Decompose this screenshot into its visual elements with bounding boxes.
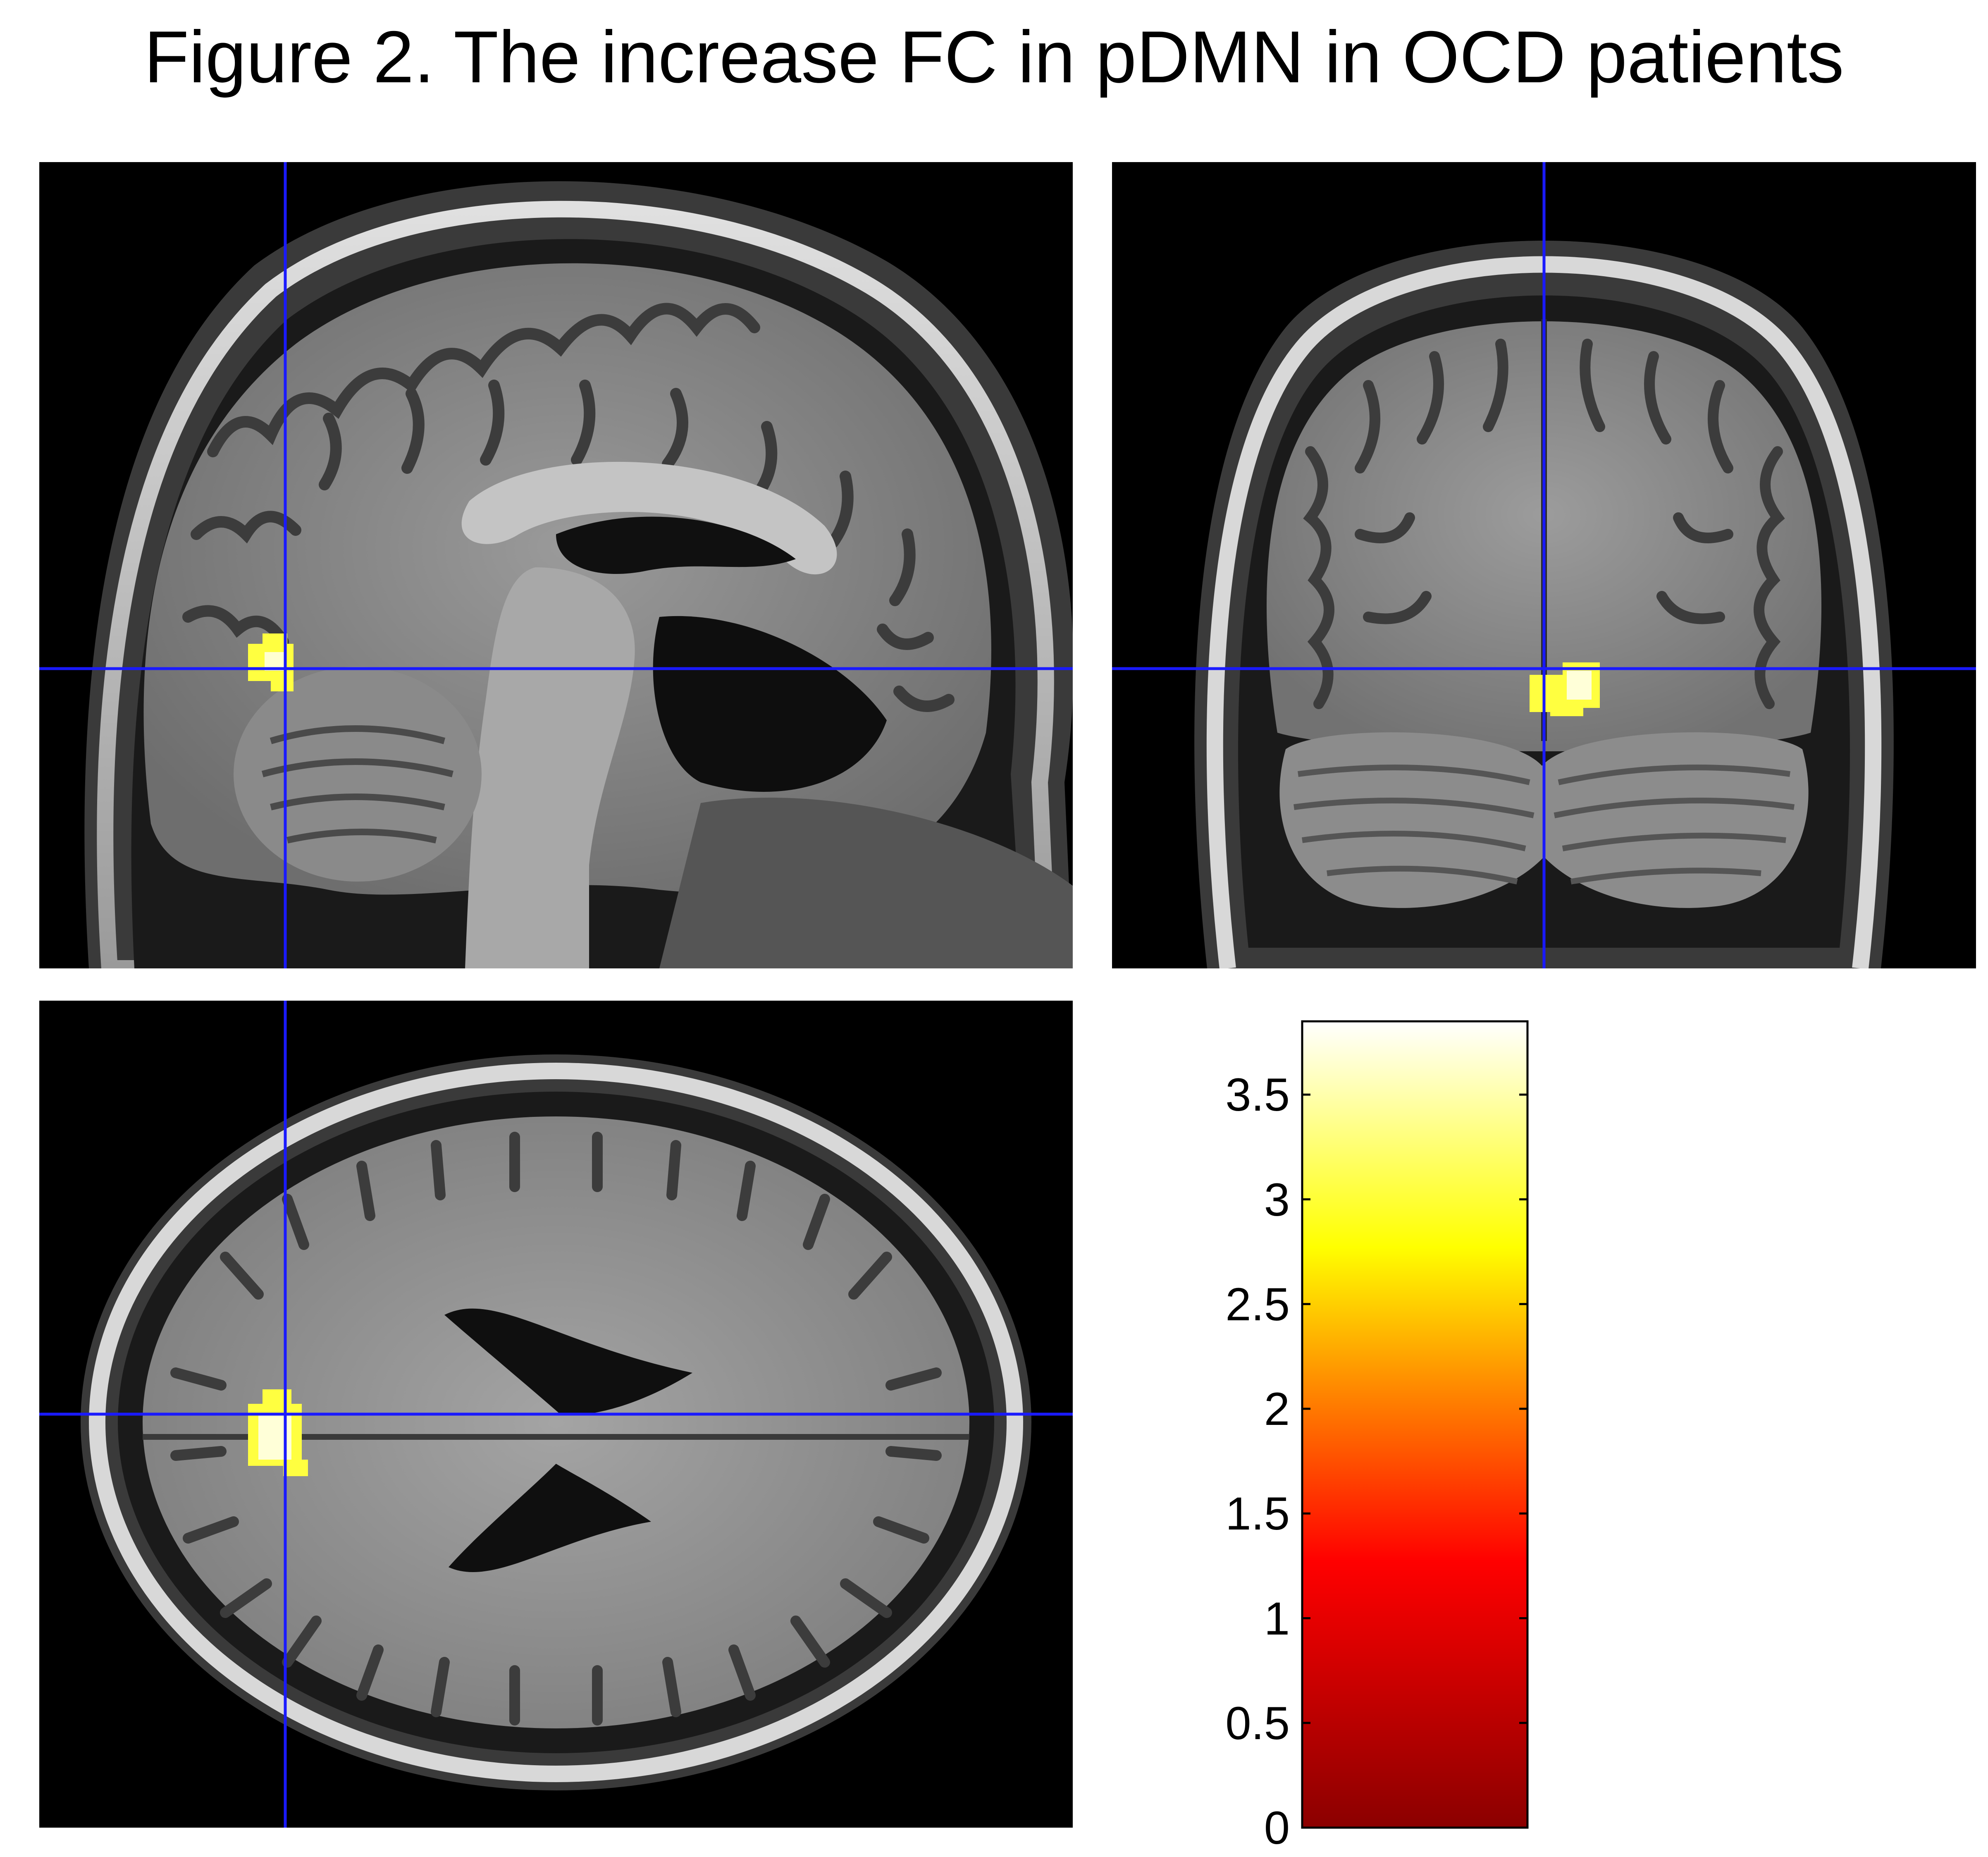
sagittal-brain-image xyxy=(39,162,1073,968)
colorbar-tick-label: 1.5 xyxy=(1225,1488,1290,1540)
axial-mri-view[interactable] xyxy=(39,1001,1073,1828)
colorbar-gradient xyxy=(1301,1020,1529,1829)
sagittal-mri-view[interactable] xyxy=(39,162,1073,968)
figure-title: Figure 2. The increase FC in pDMN in OCD… xyxy=(144,16,1844,98)
colorbar-tick-label: 1 xyxy=(1264,1592,1290,1644)
colorbar: 0 0.5 1 1.5 2 2.5 3 3.5 xyxy=(1075,1017,1571,1854)
coronal-brain-image xyxy=(1112,162,1976,968)
colorbar-tick-label: 0.5 xyxy=(1225,1697,1290,1749)
colorbar-tick-label: 3.5 xyxy=(1225,1069,1290,1121)
coronal-mri-view[interactable] xyxy=(1112,162,1976,968)
axial-brain-image xyxy=(39,1001,1073,1828)
colorbar-tick-label: 0 xyxy=(1264,1802,1290,1854)
colorbar-tick-label: 2 xyxy=(1264,1383,1290,1435)
colorbar-tick-label: 2.5 xyxy=(1225,1278,1290,1330)
activation-cluster xyxy=(1530,662,1600,716)
colorbar-tick-label: 3 xyxy=(1264,1173,1290,1226)
colorbar-fill xyxy=(1301,1020,1529,1829)
